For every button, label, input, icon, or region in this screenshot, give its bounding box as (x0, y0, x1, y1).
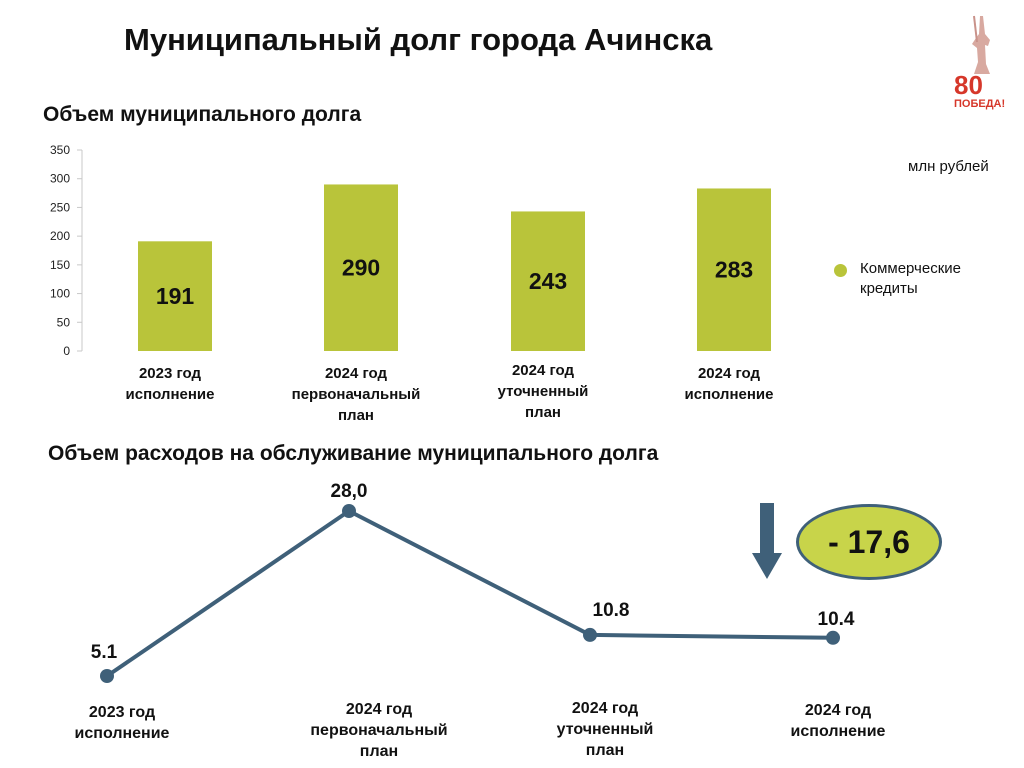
line-point (342, 504, 356, 518)
y-tick-label: 50 (57, 315, 71, 329)
bar-chart-title: Объем муниципального долга (43, 103, 362, 126)
legend-marker (834, 264, 847, 277)
victory-80-logo: 80 ПОБЕДА! (954, 15, 1005, 110)
decrease-badge: - 17,6 (796, 504, 942, 580)
y-tick-label: 0 (63, 344, 70, 358)
x-category-label-line: 2023 год (89, 704, 155, 721)
unit-label: млн рублей (908, 158, 989, 175)
line-point (583, 627, 597, 642)
x-category-label: 2024 год исполнение (791, 702, 886, 740)
logo-word: ПОБЕДА! (954, 98, 1005, 110)
x-category-label: 2024 год уточненный план (498, 362, 589, 421)
bar (138, 241, 212, 351)
y-tick-label: 250 (50, 200, 70, 214)
line-chart-title: Объем расходов на обслуживание муниципал… (48, 442, 659, 465)
x-category-label-line: 2024 год (805, 702, 871, 719)
x-category-label: 2024 год первоначальный план (292, 365, 421, 424)
x-category-label-line: исполнение (791, 723, 886, 740)
page-title: Муниципальный долг города Ачинска (124, 22, 713, 57)
y-tick-label: 300 (50, 172, 70, 186)
x-category-label-line: уточненный (557, 721, 654, 738)
point-value-label: 10.8 (593, 600, 630, 621)
line-series (105, 509, 834, 678)
x-category-label: 2023 год исполнение (75, 704, 170, 742)
y-tick-label: 200 (50, 229, 70, 243)
bar (697, 188, 771, 351)
x-category-label-line: исполнение (75, 725, 170, 742)
x-category-label-line: первоначальный (310, 722, 447, 739)
x-category-label: 2023 год исполнение (126, 365, 215, 403)
x-category-label-line: 2023 год (139, 365, 202, 382)
logo-number: 80 (954, 70, 983, 100)
motherland-statue-icon (972, 16, 990, 74)
point-value-label: 28,0 (331, 481, 368, 502)
x-category-label: 2024 год первоначальный план (310, 701, 447, 760)
line-point (100, 669, 114, 683)
sword-icon (973, 15, 978, 43)
x-category-label-line: 2024 год (346, 701, 412, 718)
bar (511, 211, 585, 351)
bar-value-label: 290 (342, 255, 380, 281)
x-category-label: 2024 год исполнение (685, 365, 774, 403)
x-category-label-line: 2024 год (325, 365, 388, 382)
bar-value-label: 191 (156, 283, 195, 309)
bar-value-label: 243 (529, 268, 567, 294)
x-category-label-line: первоначальный (292, 386, 421, 403)
y-tick-label: 350 (50, 143, 70, 157)
down-arrow-icon (752, 503, 782, 579)
bar-value-label: 283 (715, 257, 753, 283)
x-category-label-line: исполнение (126, 386, 215, 403)
legend: Коммерческие кредиты (834, 259, 990, 299)
y-tick-label: 100 (50, 287, 70, 301)
point-value-label: 5.1 (91, 642, 118, 663)
point-value-label: 10.4 (818, 609, 855, 630)
legend-label: Коммерческие кредиты (860, 260, 962, 297)
x-category-label-line: 2024 год (572, 700, 638, 717)
x-category-label-line: план (360, 743, 398, 760)
x-category-label-line: уточненный (498, 383, 589, 400)
x-category-label-line: план (525, 404, 561, 421)
x-category-label-line: исполнение (685, 386, 774, 403)
y-tick-label: 150 (50, 258, 70, 272)
bar (324, 184, 398, 351)
bar-chart: 0 50 100 150 200 250 300 350 191 2023 год исполнен… (50, 143, 774, 424)
x-category-label-line: план (338, 407, 374, 424)
line-point (826, 630, 840, 645)
x-category-label-line: 2024 год (512, 362, 575, 379)
x-category-label: 2024 год уточненный план (557, 700, 654, 759)
x-category-label-line: план (586, 742, 624, 759)
x-category-label-line: 2024 год (698, 365, 761, 382)
